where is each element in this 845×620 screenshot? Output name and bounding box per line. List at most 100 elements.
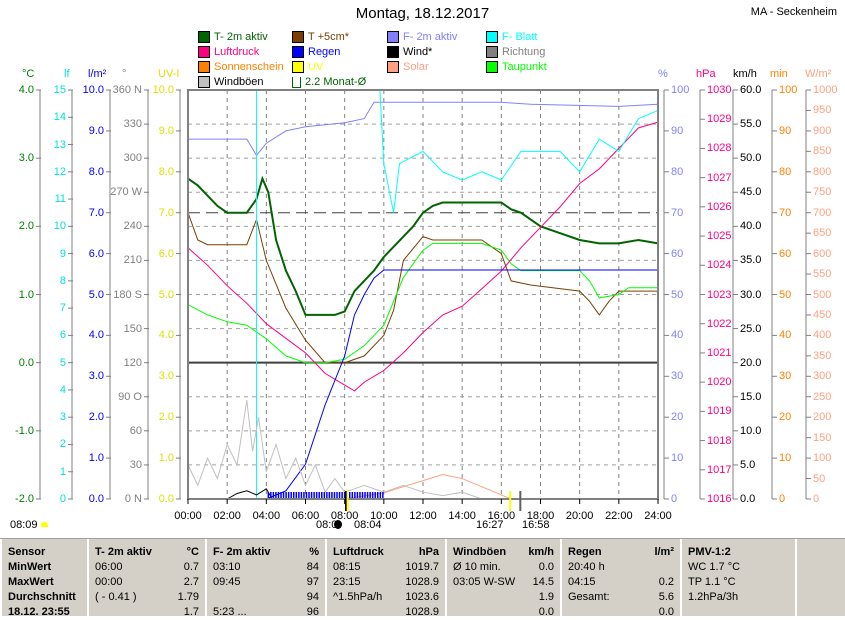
axis-tick-label: 50	[779, 288, 792, 301]
legend-swatch	[387, 31, 399, 43]
table-row: 03:05 W-SW 14.5	[453, 575, 554, 590]
legend-swatch	[292, 31, 304, 43]
axis-tick-label: 0	[671, 493, 678, 505]
table-row: WC 1.7 °C	[688, 560, 789, 575]
axis-tick-label: 650	[813, 227, 832, 240]
axis-tick-label: 1019	[707, 405, 732, 418]
legend-item: Richtung	[486, 46, 545, 58]
table-header: F- 2m aktiv%	[213, 545, 319, 560]
axis-tick-label: 30	[129, 458, 142, 471]
table-row: ( - 0.41 ) 1.79	[95, 590, 199, 605]
axis-tick-label: 270 W	[110, 186, 142, 199]
axis-tick-label: 1000	[813, 84, 838, 96]
axis-tick-label: 90	[779, 124, 792, 137]
cell-value: 0.0	[658, 606, 674, 618]
table-column: Regen l/m² 20:40 h 04:15 0.2 Gesamt: 5.6 0.0	[560, 539, 680, 618]
cell-value: 2.7	[183, 576, 199, 588]
cell-label: WC 1.7 °C	[688, 561, 741, 573]
time-tick-label: 14:00	[448, 510, 476, 522]
axis-tick-label: 20	[779, 411, 792, 424]
table-row: ^1.5hPa/h 1023.6	[333, 590, 439, 605]
table-row: 1.7	[95, 605, 199, 620]
axis-unit: hPa	[696, 68, 716, 80]
header-label: Sensor	[8, 546, 46, 558]
axis-unit: W/m²	[805, 68, 832, 80]
legend-item: Wind*	[387, 46, 432, 58]
time-tick-label: 12:00	[409, 510, 437, 522]
axis-tick-label: 60	[779, 247, 792, 260]
cell-label: 00:00	[95, 576, 123, 588]
axis-tick-label: 5	[59, 356, 66, 369]
cell-value: 97	[306, 576, 319, 588]
axis-tick-label: 180 S	[113, 288, 142, 301]
time-tick-label: 10:00	[370, 510, 398, 522]
cell-label: 1.2hPa/3h	[688, 591, 739, 603]
time-tick-label: 04:00	[253, 510, 281, 522]
axis-tick-label: 0.0	[88, 493, 104, 505]
series-line	[344, 473, 512, 500]
axis-tick-label: 5.0	[158, 288, 174, 301]
table-row	[688, 605, 789, 620]
cell-label: 5:23 ...	[213, 606, 247, 618]
time-tick-label: 16:00	[488, 510, 516, 522]
cell-value: 5.6	[658, 591, 674, 603]
axis-unit: %	[658, 68, 668, 80]
axis-tick-label: 4.0	[18, 84, 34, 96]
legend-label: Wind*	[403, 46, 433, 58]
axis-tick-label: 0	[813, 493, 820, 505]
axis-tick-label: 150	[123, 322, 142, 335]
axis-tick-label: 100	[779, 84, 798, 96]
cell-value: 0.0	[538, 561, 554, 573]
table-row: 06:00 0.7	[95, 560, 199, 575]
legend-item: Solar	[387, 61, 429, 73]
axis-unit: °C	[22, 68, 35, 80]
axis-tick-label: 0.0	[18, 356, 34, 369]
axis-tick-label: 10.0	[740, 424, 762, 437]
axis-tick-label: 1	[59, 465, 66, 478]
sun-time-left: 08:09	[10, 519, 38, 531]
station-name: MA - Seckenheim	[750, 6, 837, 18]
axis-tick-label: 1025	[707, 230, 732, 243]
axis-tick-label: 150	[813, 431, 832, 444]
axis-tick-label: 1027	[707, 171, 732, 184]
header-label: PMV-1:2	[688, 546, 731, 558]
cell-value: 14.5	[532, 576, 554, 588]
axis-tick-label: 1023	[707, 288, 732, 301]
table-column: PMV-1:2 WC 1.7 °C TP 1.1 °C 1.2hPa/3h	[680, 539, 795, 616]
cell-label: MaxWert	[8, 576, 54, 588]
sunset-b: 16:58	[522, 519, 550, 531]
axis-tick-label: 11	[54, 193, 66, 206]
axis-tick-label: 6	[59, 329, 66, 342]
axis-tick-label: -2.0	[15, 493, 34, 505]
axis-tick-label: 3.0	[158, 370, 174, 383]
axis-tick-label: 12	[53, 165, 66, 178]
cell-label: ^1.5hPa/h	[333, 591, 383, 603]
axis-tick-label: 1017	[707, 463, 732, 476]
header-unit: hPa	[418, 546, 439, 558]
header-label: Windböen	[453, 546, 507, 558]
cell-value: 1.9	[538, 591, 554, 603]
legend-swatch	[387, 46, 399, 58]
axis-unit: l/m²	[88, 68, 107, 80]
legend-label: Sonnenschein	[214, 61, 284, 73]
cell-value: 0.0	[538, 606, 554, 618]
axis-tick-label: 30	[671, 370, 684, 383]
axis-unit: lf	[64, 68, 70, 80]
header-label: Regen	[568, 546, 602, 558]
axis-tick-label: 550	[813, 268, 832, 281]
axis-tick-label: 1018	[707, 434, 732, 447]
axis-tick-label: 450	[813, 308, 832, 321]
cell-label: Ø 10 min.	[453, 561, 501, 573]
series-line	[256, 89, 659, 499]
axis-tick-label: 2.0	[18, 220, 34, 233]
axis-tick-label: 6.0	[158, 247, 174, 260]
legend-label: T +5cm*	[308, 31, 350, 43]
table-row: 04:15 0.2	[568, 575, 674, 590]
axis-tick-label: 10.0	[82, 84, 104, 96]
plot-area: 00:00 02:00 04:00 06:00 08:00 10:00 12:00 14:00…	[36, 89, 811, 522]
cell-value: 1023.6	[405, 591, 439, 603]
axis-tick-label: 330	[123, 118, 142, 131]
time-tick-label: 20:00	[566, 510, 594, 522]
legend-swatch	[198, 76, 210, 88]
axis-tick-label: 4	[59, 383, 66, 396]
